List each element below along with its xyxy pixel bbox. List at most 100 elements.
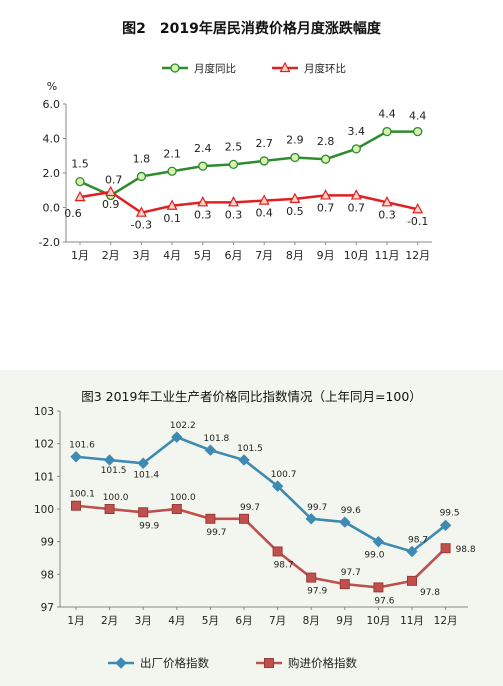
chart-1-series-1-data-label: 0.3 xyxy=(194,208,212,221)
chart-1-series-0-point xyxy=(290,152,300,163)
chart-1-series-0-data-label: 4.4 xyxy=(409,110,427,123)
chart-2-y-tick-label: 103 xyxy=(34,406,54,418)
chart-1-series-1-point xyxy=(135,206,147,217)
chart-2-series-1-point xyxy=(104,504,115,514)
chart-1-series-1-data-label: 0.1 xyxy=(163,212,181,225)
chart-1-y-tick-label: -2.0 xyxy=(39,236,60,249)
chart-2-x-tick-label: 7月 xyxy=(269,615,286,627)
chart-2-x-tick-label: 12月 xyxy=(434,615,458,627)
chart-2-x-tick-label: 2月 xyxy=(101,615,118,627)
chart-2-x-tick-label: 11月 xyxy=(400,615,424,627)
chart-1-series-1-data-label: 0.4 xyxy=(255,207,273,220)
chart-2-legend-0-label: 出厂价格指数 xyxy=(140,656,209,670)
chart-2-series-0-line xyxy=(75,435,447,553)
chart-1-series-0-data-label: 2.8 xyxy=(317,135,335,148)
chart-1-series-1-data-label: 0.3 xyxy=(225,208,243,221)
chart-2-series-1-point xyxy=(373,582,384,593)
chart-2-series-0-data-label: 99.6 xyxy=(341,506,361,516)
chart-2-series-1-point xyxy=(407,575,417,586)
chart-1-series-1-data-label: 0.3 xyxy=(378,208,396,221)
chart-2-series-0-data-label: 99.0 xyxy=(364,551,384,561)
chart-2-series-0-data-label: 99.7 xyxy=(307,503,327,513)
chart-1-series-0-point xyxy=(382,126,392,137)
chart-2-series-0-point xyxy=(70,451,82,463)
chart-2-series-0-point xyxy=(171,431,183,443)
chart-2-series-0-point xyxy=(439,519,452,532)
chart-2-series-0-data-label: 101.4 xyxy=(133,470,159,480)
chart-1-legend-1-marker xyxy=(279,61,291,73)
chart-1-series-0-data-label: 2.1 xyxy=(163,147,181,160)
chart-1-x-tick-label: 3月 xyxy=(132,249,150,262)
chart-2-series-1-point xyxy=(71,500,81,511)
chart-1-y-tick-label: 6.0 xyxy=(43,98,61,111)
chart-1-series-0-data-label: 2.9 xyxy=(286,133,304,146)
chart-2-series-1-data-label: 99.7 xyxy=(206,528,226,538)
chart-1-series-0-data-label: 1.5 xyxy=(71,158,89,171)
chart-2-series-0-data-label: 98.7 xyxy=(408,535,428,545)
chart-1-y-tick-label: 2.0 xyxy=(43,167,61,180)
chart-2-series-1-point xyxy=(306,572,317,583)
chart-2-series-1-data-label: 98.8 xyxy=(456,545,476,555)
chart-2-x-tick-label: 10月 xyxy=(366,615,390,627)
chart-2-series-0-data-label: 101.6 xyxy=(69,441,95,451)
chart-2-series-0-point xyxy=(103,454,116,466)
chart-1-series-1-line xyxy=(79,190,418,215)
chart-2-series-1-data-label: 100.0 xyxy=(170,493,196,503)
chart-2-legend-1-label: 购进价格指数 xyxy=(288,656,357,670)
chart-1-series-1-data-label: 0.7 xyxy=(317,201,335,214)
chart-1-series-0-data-label: 2.7 xyxy=(255,137,273,150)
chart-2-series-1-point xyxy=(239,513,249,524)
chart-2-series-0-data-label: 101.8 xyxy=(204,434,230,444)
chart-2-series-1-data-label: 99.7 xyxy=(240,503,260,513)
chart-2-series-1-data-label: 97.9 xyxy=(307,587,327,597)
chart-1-series-0-line xyxy=(79,130,418,197)
chart-1-series-1-point xyxy=(228,196,239,207)
chart-1-series-1-point xyxy=(412,202,424,214)
chart-2-series-1-point xyxy=(205,513,216,524)
chart-1-x-tick-label: 4月 xyxy=(163,249,181,262)
chart-2-series-1-point xyxy=(440,543,451,554)
chart-2-series-1-point xyxy=(272,546,283,557)
chart-1-x-tick-label: 1月 xyxy=(71,249,89,262)
chart-2-series-1-line xyxy=(75,504,447,589)
chart-1-y-tick-label: 4.0 xyxy=(43,133,61,146)
chart-2-series-0-point xyxy=(372,535,385,548)
chart-1-series-0-data-label: 3.4 xyxy=(348,125,366,138)
chart-1-series-0-point xyxy=(413,126,423,137)
chart-1-series-0-point xyxy=(136,171,147,182)
chart-2-y-tick-label: 100 xyxy=(34,504,54,516)
chart-1-series-0-data-label: 2.4 xyxy=(194,142,212,155)
chart-2-title: 图3 2019年工业生产者价格同比指数情况（上年同月=100） xyxy=(81,389,422,404)
chart-2-x-tick-label: 8月 xyxy=(303,615,320,627)
chart-2-x-tick-label: 4月 xyxy=(168,615,185,627)
chart-2-series-0-point xyxy=(406,545,418,558)
chart-1-series-0-data-label: 2.5 xyxy=(225,140,243,153)
chart-1-series-1-data-label: 0.9 xyxy=(102,198,120,211)
chart-2-y-tick-label: 101 xyxy=(34,471,54,483)
chart-1-legend-0-label: 月度同比 xyxy=(194,62,236,75)
chart-2-series-1-data-label: 99.9 xyxy=(139,521,159,531)
chart-2-series-1-point xyxy=(339,579,350,590)
chart-1-series-1-data-label: 0.7 xyxy=(348,201,366,214)
chart-1-x-tick-label: 9月 xyxy=(317,249,335,262)
chart-2-y-tick-label: 99 xyxy=(41,537,54,549)
chart-2-x-tick-label: 9月 xyxy=(336,615,353,627)
chart-2-panel xyxy=(0,370,503,686)
chart-1-x-tick-label: 10月 xyxy=(344,249,369,262)
chart-1-series-1-point xyxy=(197,196,209,207)
chart-1-legend-0-marker xyxy=(170,63,180,73)
chart-2-series-0-point xyxy=(204,444,217,456)
chart-1-series-0-point xyxy=(259,156,269,166)
chart-1-series-0-data-label: 0.7 xyxy=(105,173,123,186)
chart-1-y-tick-label: 0.0 xyxy=(43,202,61,215)
chart-1-series-0-data-label: 4.4 xyxy=(378,108,396,121)
chart-1-series-1-point xyxy=(166,199,178,210)
chart-2-series-0-data-label: 102.2 xyxy=(170,421,196,431)
chart-1-series-1-data-label: -0.3 xyxy=(131,219,152,232)
chart-2-x-tick-label: 5月 xyxy=(202,615,219,627)
chart-2-y-tick-label: 97 xyxy=(41,602,54,614)
chart-1-series-1-point xyxy=(350,189,362,200)
chart-2-series-1-point xyxy=(138,507,149,518)
chart-2-series-0-data-label: 100.7 xyxy=(271,470,297,480)
